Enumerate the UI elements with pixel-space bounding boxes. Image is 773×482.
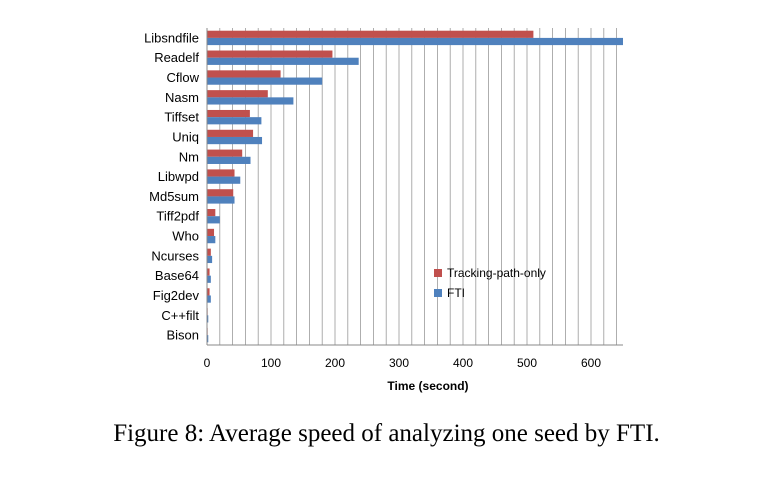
- category-label: Cflow: [166, 70, 199, 85]
- bar-tracking-path-only: [207, 90, 268, 98]
- category-label: Ncurses: [151, 248, 199, 263]
- bar-fti: [207, 136, 263, 145]
- bar-tracking-path-only: [207, 129, 254, 137]
- category-label: Libwpd: [158, 169, 199, 184]
- x-tick-label: 100: [261, 356, 281, 370]
- category-label: Readelf: [154, 50, 199, 65]
- bar-tracking-path-only: [207, 228, 215, 237]
- bar-fti: [207, 77, 323, 85]
- legend-swatch: [434, 269, 442, 277]
- bar-fti: [207, 156, 251, 164]
- category-label: Nm: [179, 149, 199, 164]
- category-label: Fig2dev: [153, 288, 200, 303]
- x-tick-label: 200: [325, 356, 345, 370]
- bar-tracking-path-only: [207, 30, 534, 38]
- bar-fti: [207, 37, 623, 46]
- legend-swatch: [434, 289, 442, 297]
- bar-fti: [207, 216, 220, 224]
- bar-chart: Libsndfile Readelf Cflow Nasm Tiffset Uniq Nm L…: [144, 28, 623, 393]
- category-label: Tiff2pdf: [156, 209, 199, 224]
- category-label: Base64: [155, 268, 199, 283]
- x-tick-label: 300: [389, 356, 409, 370]
- category-label: Uniq: [172, 129, 199, 144]
- category-label: Libsndfile: [144, 30, 199, 45]
- x-tick-labels: 0 100 200 300 400 500 600: [204, 356, 602, 370]
- bar-tracking-path-only: [207, 169, 235, 177]
- bar-fti: [207, 57, 359, 65]
- bar-tracking-path-only: [207, 109, 250, 118]
- figure-caption: Figure 8: Average speed of analyzing one…: [113, 420, 660, 447]
- category-label: Who: [172, 229, 199, 244]
- x-axis-title: Time (second): [387, 379, 468, 393]
- bar-fti: [207, 97, 294, 105]
- category-label: Bison: [166, 328, 199, 343]
- bar-fti: [207, 275, 211, 283]
- category-label: Nasm: [165, 90, 199, 105]
- bar-tracking-path-only: [207, 288, 210, 296]
- category-label: C++filt: [161, 308, 199, 323]
- legend-label: Tracking-path-only: [447, 266, 546, 280]
- bar-tracking-path-only: [207, 248, 211, 256]
- x-tick-label: 600: [581, 356, 601, 370]
- bar-fti: [207, 255, 213, 264]
- bar-fti: [207, 335, 209, 343]
- bar-tracking-path-only: [207, 189, 234, 197]
- bar-tracking-path-only: [207, 268, 210, 276]
- bar-fti: [207, 176, 241, 184]
- category-labels: Libsndfile Readelf Cflow Nasm Tiffset Uniq Nm L…: [144, 30, 200, 342]
- legend-label: FTI: [447, 286, 465, 300]
- bar-fti: [207, 117, 262, 125]
- bar-fti: [207, 236, 216, 244]
- legend: Tracking-path-only FTI: [434, 266, 546, 300]
- bar-fti: [207, 315, 209, 323]
- bars: [207, 30, 623, 343]
- x-tick-label: 500: [517, 356, 537, 370]
- bar-tracking-path-only: [207, 50, 333, 58]
- bar-tracking-path-only: [207, 149, 243, 157]
- bar-fti: [207, 196, 235, 204]
- category-label: Md5sum: [149, 189, 199, 204]
- x-tick-label: 400: [453, 356, 473, 370]
- bar-tracking-path-only: [207, 70, 281, 78]
- category-label: Tiffset: [164, 110, 199, 125]
- bar-fti: [207, 295, 211, 303]
- bar-tracking-path-only: [207, 209, 216, 217]
- x-tick-label: 0: [204, 356, 211, 370]
